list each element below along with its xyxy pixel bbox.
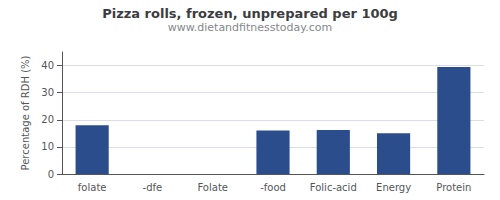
svg-text:Energy: Energy <box>376 182 411 193</box>
svg-text:30: 30 <box>41 87 54 98</box>
svg-text:Protein: Protein <box>436 182 471 193</box>
svg-text:40: 40 <box>41 60 54 71</box>
svg-text:www.dietandfitnesstoday.com: www.dietandfitnesstoday.com <box>168 21 332 34</box>
svg-text:Pizza rolls, frozen, unprepare: Pizza rolls, frozen, unprepared per 100g <box>102 6 398 21</box>
svg-text:folate: folate <box>78 182 107 193</box>
svg-text:Folic-acid: Folic-acid <box>310 182 357 193</box>
svg-text:Folate: Folate <box>197 182 228 193</box>
svg-text:20: 20 <box>41 114 54 125</box>
svg-text:0: 0 <box>48 169 54 180</box>
svg-text:-dfe: -dfe <box>143 182 163 193</box>
svg-text:Percentage of RDH (%): Percentage of RDH (%) <box>20 55 31 170</box>
svg-text:-food: -food <box>260 182 286 193</box>
svg-text:10: 10 <box>41 141 54 152</box>
